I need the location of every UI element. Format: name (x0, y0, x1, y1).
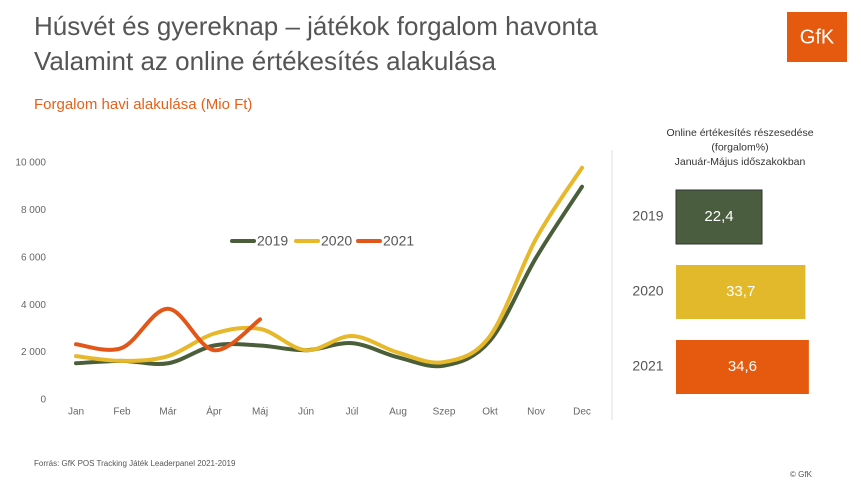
bar-chart-title: Online értékesítés részesedése (666, 127, 813, 139)
y-tick-label: 4 000 (21, 300, 46, 311)
series-line (74, 184, 584, 369)
bar-value-label: 22,4 (704, 208, 733, 225)
page-title: Húsvét és gyereknap – játékok forgalom h… (34, 11, 598, 41)
y-tick-label: 6 000 (21, 252, 46, 263)
x-tick-label: Feb (113, 407, 131, 418)
legend-label: 2020 (321, 233, 352, 249)
bar-chart-title: Január-Május időszakokban (675, 156, 806, 168)
x-tick-label: Dec (573, 407, 591, 418)
x-tick-label: Aug (389, 407, 407, 418)
x-tick-label: Nov (527, 407, 545, 418)
category-label: 2020 (632, 283, 663, 299)
x-tick-label: Máj (252, 407, 268, 418)
y-tick-label: 8 000 (21, 205, 46, 216)
y-tick-label: 10 000 (15, 158, 46, 169)
logo: GfK (800, 26, 835, 48)
logo-box (787, 12, 847, 62)
bar-chart-title: (forgalom%) (711, 141, 768, 153)
x-tick-label: Már (159, 407, 177, 418)
bar-value-label: 33,7 (726, 283, 755, 300)
bar-value-label: 34,6 (728, 358, 757, 375)
y-tick-label: 2 000 (21, 347, 46, 358)
source: Forrás: GfK POS Tracking Játék Leaderpan… (34, 459, 236, 468)
series-line (74, 165, 584, 365)
x-tick-label: Szep (433, 407, 456, 418)
x-tick-label: Jan (68, 407, 84, 418)
category-label: 2021 (632, 358, 663, 374)
x-tick-label: Júl (346, 407, 359, 418)
bar (676, 265, 806, 319)
x-tick-label: Okt (482, 407, 498, 418)
chart-subtitle: Forgalom havi alakulása (Mio Ft) (34, 96, 252, 113)
copyright: © GfK (790, 470, 813, 479)
page-title: Valamint az online értékesítés alakulása (34, 46, 497, 76)
x-tick-label: Jún (298, 407, 314, 418)
y-tick-label: 0 (40, 395, 46, 406)
legend-label: 2019 (257, 233, 288, 249)
bar (675, 189, 763, 245)
x-tick-label: Ápr (206, 405, 222, 418)
category-label: 2019 (632, 208, 663, 224)
legend-label: 2021 (383, 233, 414, 249)
series-line (74, 306, 262, 353)
bar (676, 340, 809, 394)
